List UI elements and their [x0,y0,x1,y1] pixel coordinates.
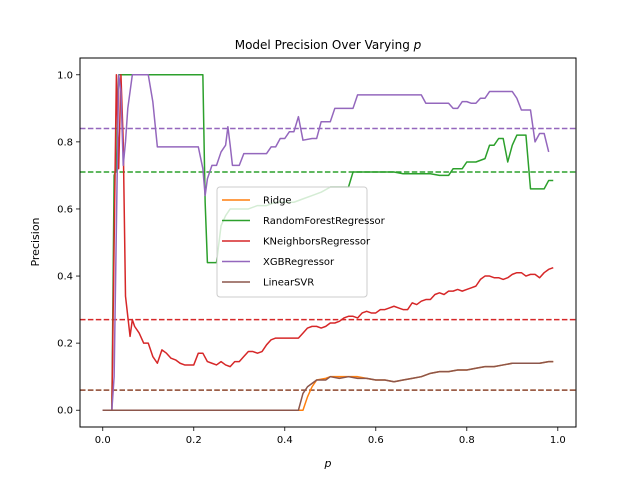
y-tick-label: 0.4 [57,272,73,283]
y-tick-label: 0.8 [57,137,73,148]
legend-label: Ridge [263,196,292,207]
plot-frame [79,57,577,428]
y-axis: 0.0 0.2 0.4 0.6 0.8 1.0 [57,70,80,417]
series-line-xgbregressor [102,74,550,411]
legend-label: LinearSVR [263,278,314,289]
series-line-linearsvr [102,360,554,411]
series-line-ridge [102,360,554,411]
x-tick-label: 0.0 [95,435,111,446]
legend-label: XGBRegressor [263,257,335,268]
x-tick-label: 0.6 [368,435,384,446]
y-tick-label: 0.2 [57,339,73,350]
legend-box [216,186,368,298]
y-axis-label: Precision [29,217,42,266]
y-tick-label: 0.0 [57,406,73,417]
x-tick-label: 0.8 [459,435,475,446]
x-tick-label: 0.4 [277,435,293,446]
series-line-kneighborsregressor [102,74,554,411]
chart-title: Model Precision Over Varying p [235,38,422,52]
mean-lines [80,127,576,391]
legend-label: RandomForestRegressor [263,216,386,227]
x-tick-label: 1.0 [550,435,566,446]
y-tick-label: 1.0 [57,70,73,81]
x-tick-label: 0.2 [186,435,202,446]
y-tick-label: 0.6 [57,204,73,215]
legend-label: KNeighborsRegressor [263,237,371,248]
x-axis: 0.0 0.2 0.4 0.6 0.8 1.0 [95,427,566,446]
x-axis-label: p [324,457,332,470]
legend: Ridge RandomForestRegressor KNeighborsRegr… [216,186,386,298]
